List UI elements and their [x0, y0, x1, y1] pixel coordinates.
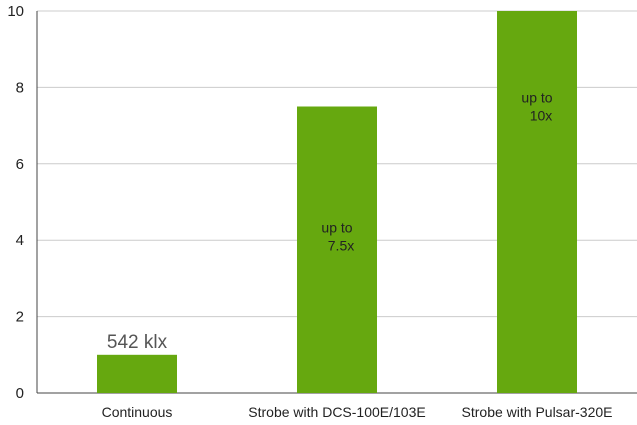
- bar-annotation-line: up to: [521, 90, 552, 106]
- x-category-label: Strobe with Pulsar-320E: [462, 404, 613, 420]
- bar-annotation-line: up to: [321, 220, 352, 236]
- bar-2: [297, 106, 377, 393]
- bar-annotation-line: 7.5x: [328, 238, 354, 254]
- bar-annotation-line: 10x: [530, 108, 553, 124]
- bar-layer: [97, 11, 577, 393]
- label-layer: 0 2 4 6 8 10 Continuous 542 klx Strobe with DCS-…: [7, 3, 612, 420]
- bar-value-label: 542 klx: [107, 332, 168, 353]
- y-tick-label: 4: [16, 232, 24, 249]
- y-tick-label: 6: [16, 156, 24, 173]
- bar-3: [497, 11, 577, 393]
- y-tick-label: 0: [16, 385, 24, 402]
- y-tick-label: 10: [7, 3, 24, 20]
- y-tick-label: 8: [16, 79, 24, 96]
- x-category-label: Strobe with DCS-100E/103E: [248, 404, 425, 420]
- bar-1: [97, 354, 177, 393]
- y-tick-label: 2: [16, 309, 24, 326]
- x-category-label: Continuous: [102, 404, 173, 420]
